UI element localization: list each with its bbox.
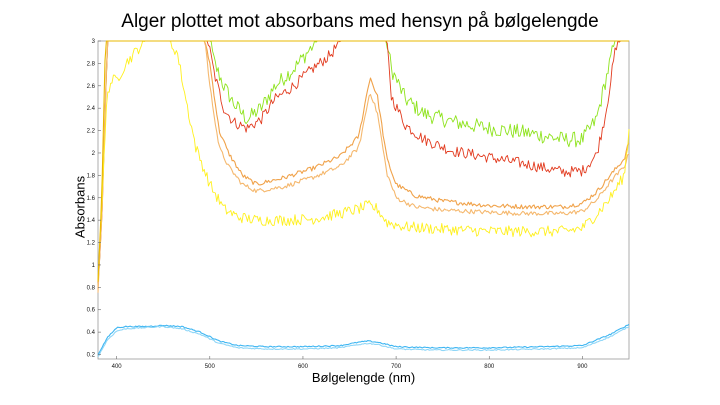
y-axis-label: Absorbans [72, 175, 88, 239]
y-tick-label: 1.2 [87, 241, 96, 247]
plot-frame [97, 40, 630, 360]
y-tick-label: 1 [92, 263, 96, 269]
x-tick-label: 800 [484, 364, 495, 370]
y-tick-label: 2.4 [87, 106, 96, 112]
series-line-5 [97, 40, 630, 281]
series-layer [97, 40, 630, 358]
x-axis-label: Bølgelengde (nm) [311, 370, 416, 385]
y-tick-label: 2.6 [87, 84, 96, 90]
y-tick-label: 0.6 [87, 308, 96, 314]
y-tick-label: 0.4 [87, 330, 96, 336]
x-tick-label: 500 [205, 364, 216, 370]
x-tick-label: 600 [298, 364, 309, 370]
y-tick-label: 0.8 [87, 285, 96, 291]
y-tick-label: 2 [92, 151, 96, 157]
x-tick-label: 900 [577, 364, 588, 370]
y-tick-label: 0.2 [87, 353, 96, 359]
chart-title: Alger plottet mot absorbans med hensyn p… [121, 11, 599, 32]
y-tick-label: 1.8 [87, 173, 96, 179]
series-line-6 [97, 323, 630, 355]
series-line-7 [97, 325, 630, 358]
y-tick-label: 1.6 [87, 196, 96, 202]
y-tick-label: 2.8 [87, 61, 96, 67]
y-tick-label: 3 [92, 39, 96, 45]
x-tick-label: 700 [391, 364, 402, 370]
y-tick-label: 1.4 [87, 218, 96, 224]
tick-layer: 0.2 0.4 0.6 0.8 1 1.2 1.4 1.6 1.8 2 2.2 2.4 2.6 2.8 3 4… [87, 39, 588, 370]
y-tick-label: 2.2 [87, 129, 96, 135]
series-line-8 [97, 40, 629, 282]
x-tick-label: 400 [112, 364, 123, 370]
